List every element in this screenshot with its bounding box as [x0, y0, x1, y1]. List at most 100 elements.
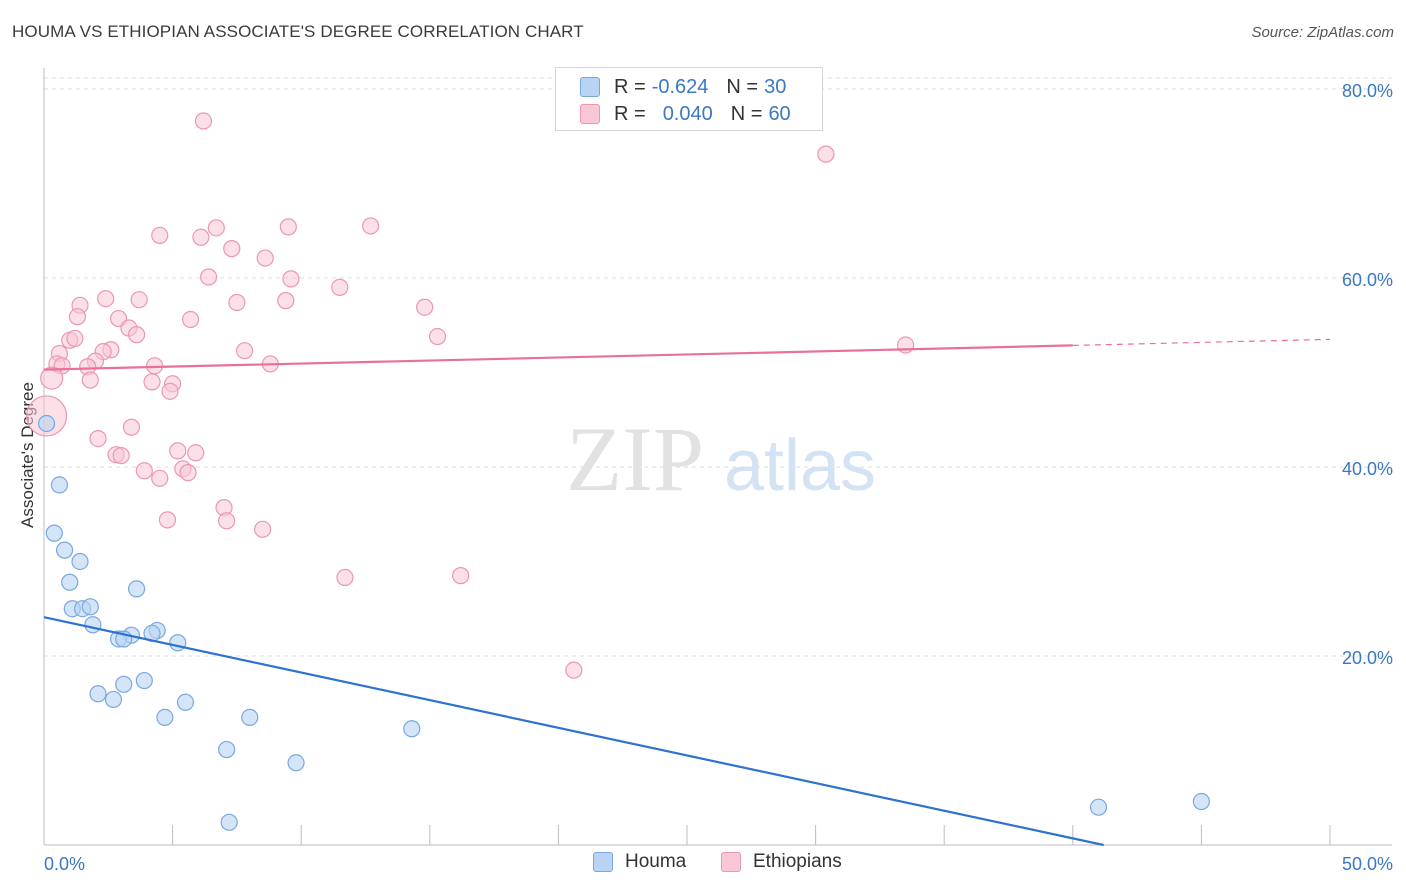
trend-lines [43, 338, 1331, 847]
ethiopians-point [236, 342, 254, 360]
ethiopians-point [194, 112, 213, 130]
ethiopians-point [158, 511, 177, 529]
legend-n-value: 60 [768, 102, 791, 125]
legend-row-ethiopians: R = 0.040 N = 60 [580, 102, 791, 126]
y-tick-label: 80.0% [1342, 81, 1393, 101]
houma-point [127, 580, 146, 598]
houma-point [71, 552, 89, 571]
ethiopians-point [256, 249, 274, 267]
chart-title: HOUMA VS ETHIOPIAN ASSOCIATE'S DEGREE CO… [12, 22, 584, 41]
houma-point [218, 740, 236, 759]
houma-point [50, 476, 69, 494]
ethiopians-point [143, 373, 161, 391]
ethiopians-point [331, 278, 349, 296]
houma-point [1192, 792, 1211, 811]
houma-trend-line [43, 616, 1104, 847]
source-label: Source: ZipAtlas.com [1251, 24, 1394, 41]
ethiopians-point [336, 568, 354, 587]
houma-point [115, 675, 133, 693]
ethiopians-point [897, 336, 915, 354]
series-legend: Houma Ethiopians [0, 851, 1406, 877]
ethiopians-point [254, 520, 272, 538]
ethiopians-point [452, 567, 470, 585]
houma-point [45, 524, 63, 542]
ethiopians-trend-extension [1072, 338, 1331, 347]
ethiopians-point [279, 218, 297, 236]
houma-point [176, 693, 195, 711]
houma-point [1089, 798, 1108, 816]
watermark-atlas: atlas [724, 426, 876, 506]
ethiopians-point [228, 293, 246, 312]
houma-point [104, 690, 123, 709]
ethiopians-point [161, 382, 179, 400]
ethiopians-point [151, 469, 169, 487]
ethiopians-point [223, 240, 241, 258]
ethiopians-points [25, 112, 915, 679]
houma-point [169, 634, 187, 652]
houma-point [81, 598, 99, 616]
ethiopians-point [207, 219, 225, 237]
ethiopians-point [135, 462, 153, 480]
ethiopians-point [130, 291, 148, 309]
ethiopians-point [187, 444, 205, 462]
houma-point [156, 708, 174, 727]
legend-r-value: 0.040 [662, 102, 713, 125]
ethiopians-point [89, 429, 107, 448]
houma-swatch [580, 77, 600, 97]
legend-n-value: 30 [764, 75, 787, 98]
houma-point [403, 720, 421, 738]
houma-point [55, 541, 74, 559]
ethiopians-point [169, 442, 187, 460]
houma-swatch [593, 852, 613, 872]
ethiopians-point [112, 447, 130, 465]
axes [43, 68, 1392, 846]
ethiopians-point [68, 308, 87, 326]
watermark-zip: ZIP [566, 408, 704, 510]
legend-label-houma: Houma [625, 851, 687, 872]
legend-item-houma[interactable]: Houma [593, 851, 686, 873]
y-tick-label: 40.0% [1342, 459, 1393, 479]
ethiopians-point [179, 464, 197, 482]
correlation-legend: R = -0.624 N = 30 R = 0.040 N = 60 [555, 67, 823, 131]
ethiopians-point [282, 270, 300, 288]
legend-n-label: N = [730, 102, 763, 125]
houma-point [287, 754, 305, 772]
ethiopians-point [565, 661, 583, 679]
ethiopians-point [81, 371, 99, 389]
ethiopians-swatch [721, 852, 741, 872]
legend-label-ethiopians: Ethiopians [753, 851, 842, 872]
ethiopians-point [40, 366, 64, 390]
y-tick-label: 60.0% [1342, 270, 1393, 290]
x-tick-label: 0.0% [44, 854, 85, 874]
legend-r-value: -0.624 [651, 75, 709, 98]
ethiopians-point [122, 418, 141, 436]
ethiopians-point [200, 268, 218, 286]
ethiopians-point [416, 298, 434, 316]
houma-point [241, 708, 259, 727]
ethiopians-point [127, 326, 146, 344]
ethiopians-point [192, 228, 210, 246]
houma-point [61, 573, 79, 591]
legend-row-houma: R = -0.624 N = 30 [580, 75, 786, 99]
ethiopians-point [428, 327, 447, 346]
ethiopians-point [277, 292, 295, 310]
legend-n-label: N = [726, 75, 759, 98]
ethiopians-point [182, 310, 200, 329]
legend-item-ethiopians[interactable]: Ethiopians [721, 851, 842, 873]
legend-r-label: R = [614, 75, 646, 98]
ethiopians-point [151, 226, 169, 244]
gridlines [44, 77, 1392, 657]
ethiopians-point [97, 290, 115, 308]
houma-points [37, 414, 1211, 831]
houma-point [135, 671, 153, 690]
houma-point [37, 414, 56, 433]
houma-point [89, 685, 107, 703]
y-tick-label: 20.0% [1342, 648, 1393, 668]
houma-point [84, 616, 102, 634]
tick-labels: 20.0% 40.0% 60.0% 80.0% 0.0% 50.0% [44, 81, 1393, 874]
ethiopians-swatch [580, 104, 600, 124]
legend-r-label: R = [614, 102, 646, 125]
ethiopians-trend-line [43, 344, 1073, 371]
ethiopians-point [66, 329, 84, 348]
